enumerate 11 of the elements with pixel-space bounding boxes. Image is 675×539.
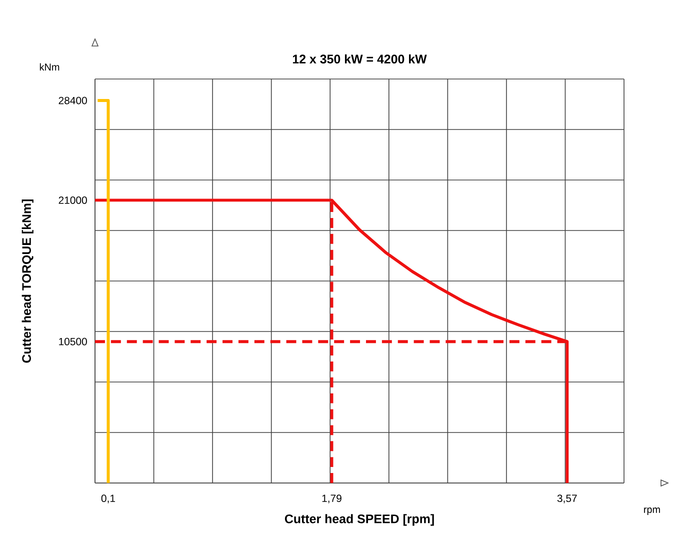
x-tick-label: 3,57	[557, 494, 577, 504]
y-tick-label: 21000	[58, 196, 87, 204]
x-axis-title: Cutter head SPEED [rpm]	[284, 514, 434, 526]
y-axis-title: Cutter head TORQUE [kNm]	[22, 199, 34, 363]
x-tick-label: 0,1	[101, 494, 115, 504]
x-tick-label: 1,79	[322, 494, 342, 504]
y-tick-label: 10500	[59, 338, 87, 346]
text: rpm	[644, 508, 660, 515]
text: kNm	[40, 63, 60, 70]
chart-title: 12 x 350 kW = 4200 kW	[292, 54, 427, 64]
y-tick-label: 28400	[58, 96, 87, 104]
